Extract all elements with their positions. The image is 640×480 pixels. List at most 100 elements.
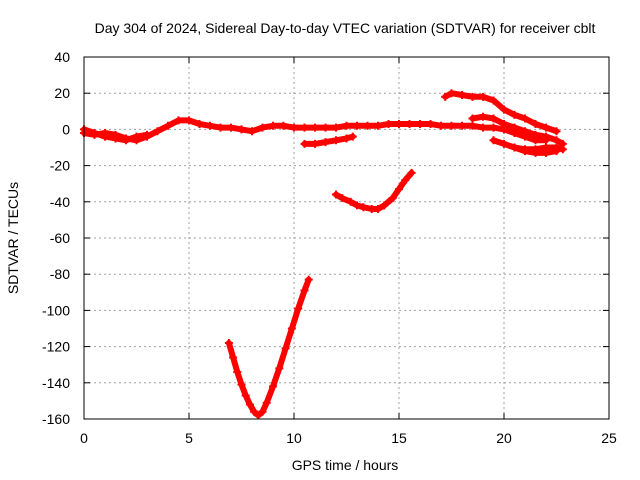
data-point: [380, 201, 389, 210]
series-arc-short-negative: [300, 132, 357, 148]
data-point: [229, 353, 238, 362]
y-tick-label: -20: [50, 158, 70, 174]
data-point: [458, 91, 466, 100]
data-point: [489, 114, 498, 123]
data-point: [332, 136, 340, 145]
data-point: [275, 364, 284, 373]
data-point: [405, 119, 414, 128]
data-point: [269, 121, 277, 130]
x-tick-label: 20: [496, 430, 512, 446]
y-tick-labels: 40 20 0 -20 -40 -60 -80 -100 -120 -140 -160: [42, 49, 70, 427]
data-point: [468, 121, 477, 130]
data-point: [395, 119, 403, 128]
data-point: [531, 130, 540, 139]
data-point: [311, 123, 319, 132]
data-point: [332, 190, 340, 199]
data-point: [300, 139, 309, 148]
x-tick-label: 15: [391, 430, 407, 446]
data-point: [90, 129, 99, 138]
data-point: [342, 121, 351, 130]
data-point: [426, 119, 435, 128]
y-tick-label: -100: [42, 302, 70, 318]
y-tick-label: -40: [50, 194, 70, 210]
data-point: [195, 119, 204, 128]
data-point: [216, 123, 225, 132]
data-point: [241, 391, 250, 400]
data-point: [441, 92, 450, 101]
series-arc-v-deep: [224, 275, 313, 420]
data-point: [164, 121, 172, 130]
series-track: [469, 113, 566, 147]
series-arc-upper-right: [441, 89, 561, 136]
data-point: [227, 123, 235, 132]
data-point: [338, 194, 347, 203]
data-point: [521, 147, 529, 156]
chart-title: Day 304 of 2024, Sidereal Day-to-day VTE…: [95, 20, 596, 36]
data-point: [287, 324, 296, 333]
y-axis-label: SDTVAR / TECUs: [5, 182, 21, 294]
data-point: [374, 205, 382, 214]
y-tick-label: -160: [42, 411, 70, 427]
data-point: [321, 138, 330, 147]
x-tick-label: 5: [185, 430, 193, 446]
data-point: [353, 201, 361, 210]
y-tick-label: -140: [42, 375, 70, 391]
plot-frame: [83, 56, 610, 420]
data-point: [359, 203, 368, 212]
data-point: [489, 136, 498, 145]
data-point: [258, 123, 267, 132]
data-point: [262, 398, 271, 407]
data-point: [531, 148, 540, 157]
data-point: [233, 367, 242, 376]
data-point: [416, 119, 424, 128]
data-point: [500, 139, 508, 148]
data-point: [143, 130, 151, 139]
y-tick-label: 20: [54, 85, 70, 101]
series-arc-v-mid: [332, 168, 416, 214]
data-point: [542, 148, 550, 157]
data-point: [111, 134, 120, 143]
data-point: [254, 411, 263, 420]
data-point: [437, 121, 445, 130]
y-tick-label: -60: [50, 230, 70, 246]
data-point: [269, 382, 277, 391]
data-point: [500, 105, 508, 114]
data-point: [304, 275, 313, 284]
data-point: [101, 132, 109, 141]
data-point: [558, 145, 567, 154]
data-point: [510, 123, 519, 132]
data-point: [510, 143, 519, 152]
data-point: [489, 96, 498, 105]
data-point: [174, 116, 183, 125]
series-arc-main-zero: [80, 116, 550, 145]
data-point: [237, 125, 246, 134]
data-point: [290, 123, 298, 132]
data-point: [281, 344, 290, 353]
data-point: [401, 176, 410, 185]
data-point: [468, 92, 477, 101]
x-tick-label: 25: [601, 430, 617, 446]
data-point: [248, 127, 256, 136]
data-point: [300, 123, 309, 132]
data-point: [447, 121, 456, 130]
data-point: [258, 407, 267, 416]
series-arc-right-low-2: [510, 143, 561, 157]
data-point: [521, 127, 529, 136]
data-point: [542, 132, 550, 141]
data-point: [542, 123, 550, 132]
x-tick-label: 0: [80, 430, 88, 446]
data-point: [224, 338, 233, 347]
data-point: [122, 136, 130, 145]
data-point: [479, 112, 487, 121]
data-point: [374, 121, 382, 130]
data-point: [321, 123, 330, 132]
data-point: [489, 123, 498, 132]
data-point: [237, 380, 246, 389]
series-arc-right-middle: [468, 112, 567, 148]
data-point: [153, 127, 162, 136]
x-tick-labels: 0 5 10 15 20 25: [80, 430, 617, 446]
data-point: [552, 147, 561, 156]
x-axis-label: GPS time / hours: [292, 457, 399, 473]
